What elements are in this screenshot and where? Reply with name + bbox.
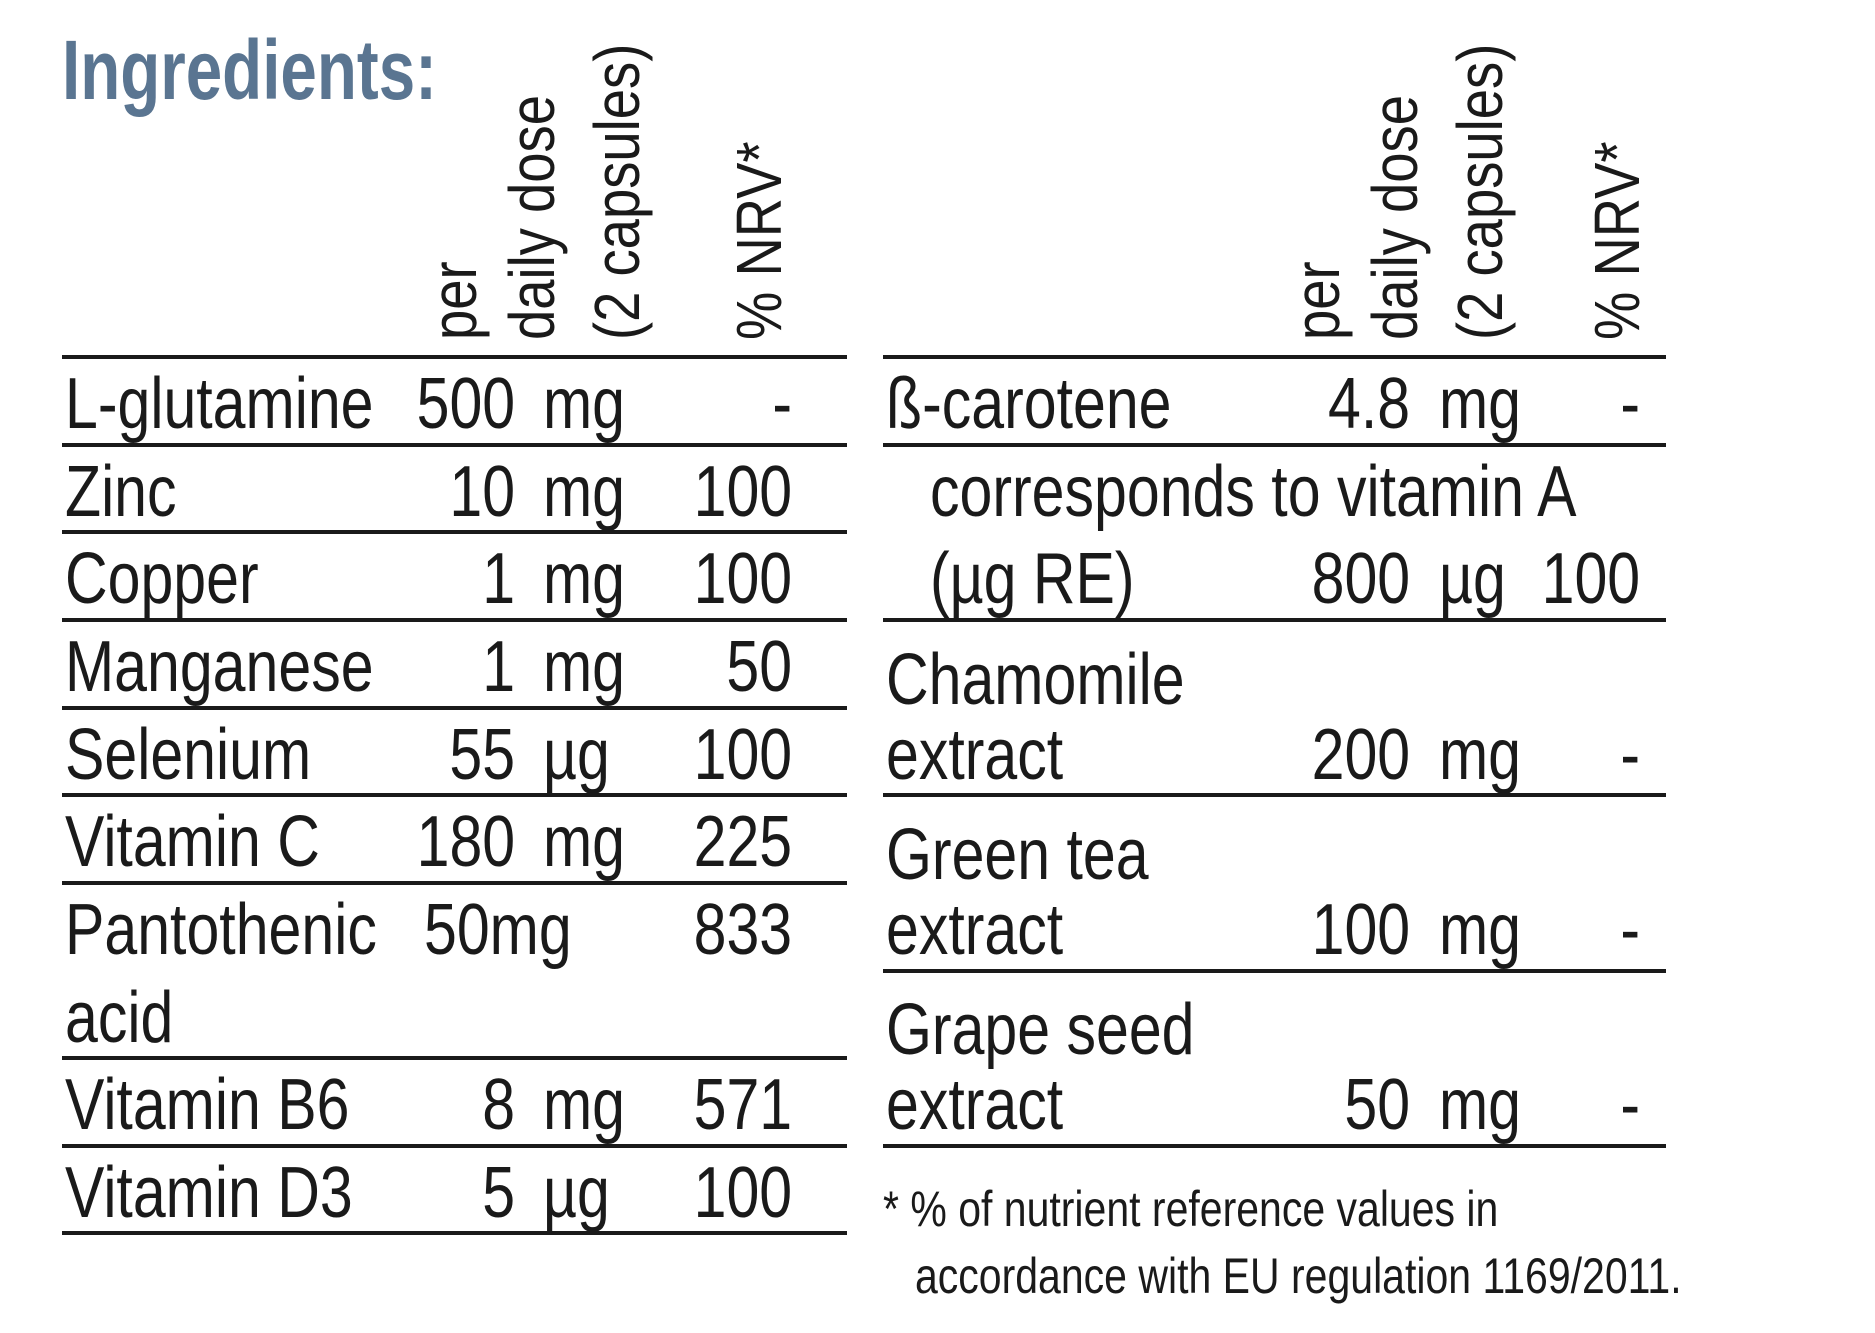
row-divider: [62, 618, 847, 622]
amount: 1: [482, 539, 515, 619]
page-title: Ingredients:: [62, 23, 437, 117]
ingredient-name: Grape seed: [886, 990, 1195, 1070]
nrv-value: -: [772, 364, 792, 444]
amount: 50: [1344, 1065, 1410, 1145]
header-capsules: (2 capsules): [581, 43, 653, 340]
row-divider: [62, 706, 847, 710]
unit: mg: [1439, 890, 1522, 970]
nrv-value: 50: [726, 627, 792, 707]
amount: 200: [1311, 715, 1410, 795]
amount: 50mg: [424, 890, 572, 970]
header-nrv: % NRV*: [723, 141, 795, 340]
header-per: per: [1281, 261, 1353, 340]
ingredient-name: Copper: [65, 539, 259, 619]
ingredient-name: Pantothenic: [65, 890, 377, 970]
amount: 800: [1311, 539, 1410, 619]
nrv-value: 100: [693, 452, 792, 532]
ingredient-name: Vitamin B6: [65, 1065, 350, 1145]
row-divider: [62, 443, 847, 447]
ingredient-name: corresponds to vitamin A: [930, 452, 1577, 532]
amount: 55: [449, 715, 515, 795]
unit: mg: [543, 452, 626, 532]
unit: mg: [1439, 364, 1522, 444]
ingredient-name: Manganese: [65, 627, 374, 707]
ingredient-name-line2: (µg RE): [930, 539, 1135, 619]
amount: 5: [482, 1153, 515, 1233]
nrv-value: 100: [693, 1153, 792, 1233]
header-per: per: [418, 261, 490, 340]
ingredient-name: Chamomile: [886, 640, 1185, 720]
ingredient-name-line2: extract: [886, 890, 1064, 970]
ingredient-name: L-glutamine: [65, 364, 374, 444]
row-divider: [62, 1231, 847, 1235]
nrv-value: -: [1620, 890, 1640, 970]
nrv-value: -: [1620, 1065, 1640, 1145]
ingredient-name: ß-carotene: [886, 364, 1172, 444]
row-divider: [883, 1144, 1666, 1148]
ingredient-name-line2: acid: [65, 978, 174, 1058]
amount: 500: [416, 364, 515, 444]
footnote-line-1: * % of nutrient reference values in: [883, 1181, 1499, 1237]
ingredient-name: Selenium: [65, 715, 312, 795]
table-top-rule: [62, 355, 847, 359]
row-divider: [883, 618, 1666, 622]
nrv-value: 833: [693, 890, 792, 970]
ingredient-name-line2: extract: [886, 715, 1064, 795]
ingredient-name: Zinc: [65, 452, 177, 532]
unit: µg: [543, 715, 610, 795]
row-divider: [62, 793, 847, 797]
footnote-line-2: accordance with EU regulation 1169/2011.: [915, 1248, 1682, 1304]
nrv-value: 100: [693, 715, 792, 795]
amount: 10: [449, 452, 515, 532]
unit: mg: [543, 539, 626, 619]
amount: 180: [416, 802, 515, 882]
unit: µg: [543, 1153, 610, 1233]
nrv-value: -: [1620, 715, 1640, 795]
header-daily-dose: daily dose: [496, 95, 568, 340]
ingredient-name: Vitamin D3: [65, 1153, 353, 1233]
amount: 8: [482, 1065, 515, 1145]
header-nrv: % NRV*: [1581, 141, 1653, 340]
nrv-value: 100: [693, 539, 792, 619]
row-divider: [62, 881, 847, 885]
row-divider: [883, 443, 1666, 447]
unit: mg: [543, 802, 626, 882]
header-daily-dose: daily dose: [1359, 95, 1431, 340]
unit: mg: [1439, 1065, 1522, 1145]
amount: 1: [482, 627, 515, 707]
unit: mg: [543, 1065, 626, 1145]
nrv-value: 225: [693, 802, 792, 882]
header-capsules: (2 capsules): [1444, 43, 1516, 340]
unit: mg: [543, 627, 626, 707]
ingredient-name: Green tea: [886, 815, 1149, 895]
ingredient-name: Vitamin C: [65, 802, 320, 882]
row-divider: [62, 1144, 847, 1148]
unit: mg: [1439, 715, 1522, 795]
row-divider: [883, 969, 1666, 973]
row-divider: [62, 530, 847, 534]
row-divider: [62, 1056, 847, 1060]
nrv-value: 571: [693, 1065, 792, 1145]
unit: mg: [543, 364, 626, 444]
nrv-value: -: [1620, 364, 1640, 444]
unit: µg: [1439, 539, 1506, 619]
ingredient-name-line2: extract: [886, 1065, 1064, 1145]
nrv-value: 100: [1541, 539, 1640, 619]
row-divider: [883, 793, 1666, 797]
table-top-rule: [883, 355, 1666, 359]
amount: 100: [1311, 890, 1410, 970]
amount: 4.8: [1327, 364, 1410, 444]
